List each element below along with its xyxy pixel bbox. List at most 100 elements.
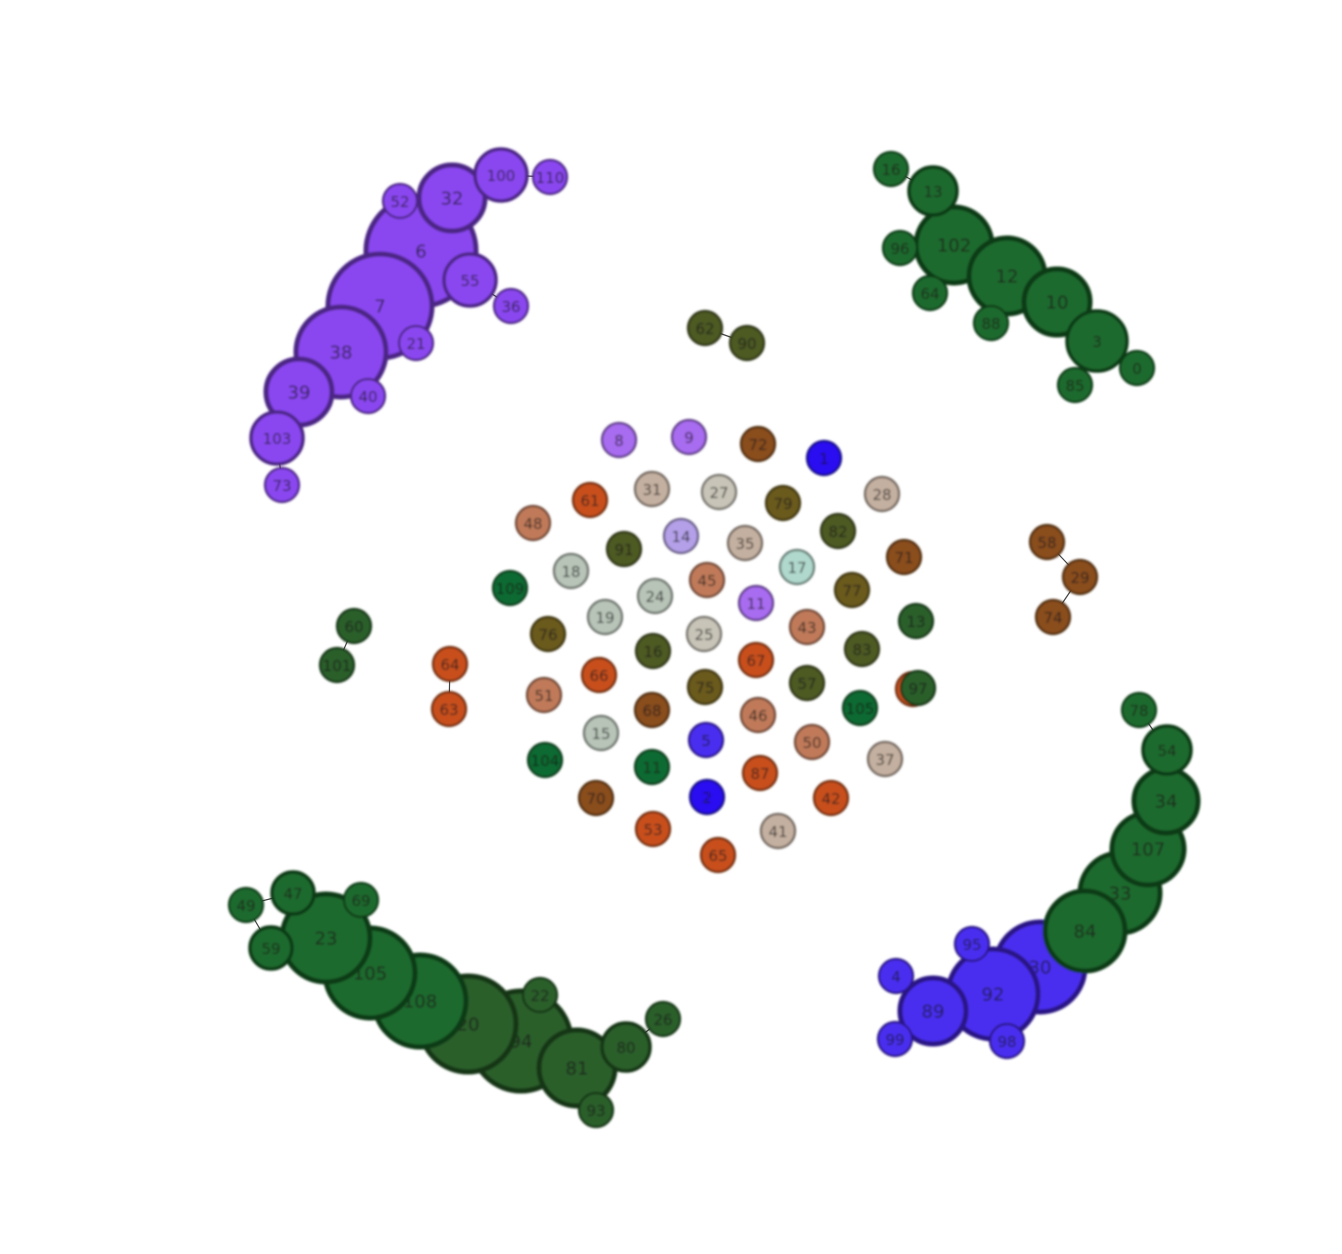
node-1[interactable]: 1 xyxy=(805,439,843,477)
node-9[interactable]: 9 xyxy=(670,418,708,456)
node-25[interactable]: 25 xyxy=(685,615,723,653)
node-10[interactable]: 10 xyxy=(1021,266,1093,338)
node-97[interactable]: 97 xyxy=(899,669,937,707)
node-71[interactable]: 71 xyxy=(885,538,923,576)
node-circle xyxy=(531,158,569,196)
node-63[interactable]: 63 xyxy=(430,690,468,728)
node-98[interactable]: 98 xyxy=(988,1022,1026,1060)
node-87[interactable]: 87 xyxy=(741,754,779,792)
node-73[interactable]: 73 xyxy=(263,466,301,504)
node-100[interactable]: 100 xyxy=(473,147,529,203)
node-89[interactable]: 89 xyxy=(897,975,969,1047)
node-95[interactable]: 95 xyxy=(953,925,991,963)
node-34[interactable]: 34 xyxy=(1131,766,1201,836)
node-16b[interactable]: 16 xyxy=(634,632,672,670)
node-18[interactable]: 18 xyxy=(552,552,590,590)
node-49[interactable]: 49 xyxy=(227,886,265,924)
node-62[interactable]: 62 xyxy=(686,309,724,347)
node-51[interactable]: 51 xyxy=(525,676,563,714)
node-3[interactable]: 3 xyxy=(1065,309,1129,373)
node-50[interactable]: 50 xyxy=(793,723,831,761)
node-37[interactable]: 37 xyxy=(866,740,904,778)
node-15[interactable]: 15 xyxy=(582,714,620,752)
node-103[interactable]: 103 xyxy=(249,410,305,466)
node-41[interactable]: 41 xyxy=(759,812,797,850)
node-88[interactable]: 88 xyxy=(972,304,1010,342)
node-label: 95 xyxy=(962,936,981,954)
node-22[interactable]: 22 xyxy=(521,976,559,1014)
node-60[interactable]: 60 xyxy=(335,607,373,645)
node-24[interactable]: 24 xyxy=(636,577,674,615)
node-16[interactable]: 16 xyxy=(872,150,910,188)
node-90[interactable]: 90 xyxy=(728,324,766,362)
node-66[interactable]: 66 xyxy=(580,656,618,694)
node-27[interactable]: 27 xyxy=(700,473,738,511)
node-17[interactable]: 17 xyxy=(778,548,816,586)
node-61[interactable]: 61 xyxy=(571,481,609,519)
node-74[interactable]: 74 xyxy=(1034,598,1072,636)
node-47[interactable]: 47 xyxy=(270,870,316,916)
node-70[interactable]: 70 xyxy=(577,779,615,817)
node-14[interactable]: 14 xyxy=(662,517,700,555)
node-59[interactable]: 59 xyxy=(248,925,294,971)
node-105b[interactable]: 105 xyxy=(841,689,879,727)
node-21[interactable]: 21 xyxy=(397,324,435,362)
node-85[interactable]: 85 xyxy=(1056,366,1094,404)
node-55[interactable]: 55 xyxy=(442,252,498,308)
node-101[interactable]: 101 xyxy=(318,646,356,684)
node-45[interactable]: 45 xyxy=(688,561,726,599)
node-67[interactable]: 67 xyxy=(737,641,775,679)
node-79[interactable]: 79 xyxy=(764,484,802,522)
node-93[interactable]: 93 xyxy=(577,1091,615,1129)
node-72[interactable]: 72 xyxy=(739,425,777,463)
node-40[interactable]: 40 xyxy=(349,377,387,415)
node-28[interactable]: 28 xyxy=(863,475,901,513)
node-84[interactable]: 84 xyxy=(1042,888,1128,974)
node-23[interactable]: 23 xyxy=(279,891,373,985)
node-48[interactable]: 48 xyxy=(514,504,552,542)
node-83[interactable]: 83 xyxy=(843,630,881,668)
node-35[interactable]: 35 xyxy=(726,524,764,562)
node-104[interactable]: 104 xyxy=(526,741,564,779)
node-29[interactable]: 29 xyxy=(1061,558,1099,596)
node-8[interactable]: 8 xyxy=(600,421,638,459)
node-77[interactable]: 77 xyxy=(833,571,871,609)
node-68[interactable]: 68 xyxy=(633,691,671,729)
node-0[interactable]: 0 xyxy=(1118,349,1156,387)
node-65[interactable]: 65 xyxy=(699,836,737,874)
node-82[interactable]: 82 xyxy=(819,512,857,550)
node-13[interactable]: 13 xyxy=(907,165,959,217)
node-46[interactable]: 46 xyxy=(739,696,777,734)
node-99[interactable]: 99 xyxy=(876,1020,914,1058)
node-32[interactable]: 32 xyxy=(416,162,488,234)
node-31[interactable]: 31 xyxy=(633,470,671,508)
node-5[interactable]: 5 xyxy=(687,721,725,759)
node-69[interactable]: 69 xyxy=(342,881,380,919)
node-2[interactable]: 2 xyxy=(688,778,726,816)
node-26[interactable]: 26 xyxy=(644,1000,682,1038)
node-109[interactable]: 109 xyxy=(491,569,529,607)
node-91[interactable]: 91 xyxy=(605,530,643,568)
node-13b[interactable]: 13 xyxy=(897,602,935,640)
node-54[interactable]: 54 xyxy=(1141,724,1193,776)
node-52[interactable]: 52 xyxy=(381,182,419,220)
node-11b[interactable]: 11 xyxy=(633,748,671,786)
node-80[interactable]: 80 xyxy=(600,1021,652,1073)
node-19[interactable]: 19 xyxy=(586,598,624,636)
node-43[interactable]: 43 xyxy=(788,608,826,646)
node-75[interactable]: 75 xyxy=(686,668,724,706)
node-53[interactable]: 53 xyxy=(634,810,672,848)
node-36[interactable]: 36 xyxy=(492,287,530,325)
node-42[interactable]: 42 xyxy=(812,779,850,817)
node-96[interactable]: 96 xyxy=(881,229,919,267)
node-11[interactable]: 11 xyxy=(737,584,775,622)
node-76[interactable]: 76 xyxy=(529,615,567,653)
node-64b[interactable]: 64 xyxy=(431,645,469,683)
node-4[interactable]: 4 xyxy=(877,957,915,995)
node-57[interactable]: 57 xyxy=(788,664,826,702)
node-64[interactable]: 64 xyxy=(911,274,949,312)
node-58[interactable]: 58 xyxy=(1028,523,1066,561)
node-110[interactable]: 110 xyxy=(531,158,569,196)
node-label: 4 xyxy=(891,968,901,986)
node-78[interactable]: 78 xyxy=(1120,691,1158,729)
